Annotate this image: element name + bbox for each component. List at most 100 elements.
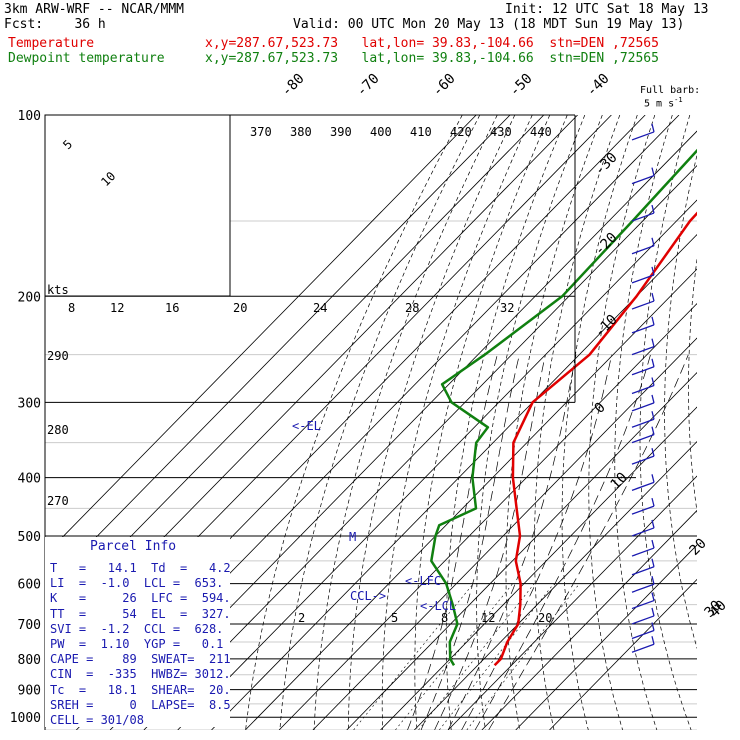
parcel-info-row: T = 14.1 Td = 4.2 — [50, 561, 231, 575]
dry-adiabat — [688, 256, 697, 514]
parcel-info-row: CIN = -335 HWBZ= 3012. — [50, 667, 231, 682]
hodograph-speed-label: 32 — [500, 301, 514, 315]
isotherm-label: -40 — [584, 71, 613, 100]
wind-barb-flag — [651, 292, 655, 302]
isotherm — [278, 302, 697, 730]
pressure-tick-label: 300 — [18, 396, 41, 411]
parcel-info-row: TT = 54 EL = 327. — [50, 606, 231, 621]
wind-barb-flag — [651, 237, 655, 246]
pressure-tick-label: 100 — [18, 109, 41, 124]
moist-adiabat — [420, 354, 520, 730]
dry-adiabat — [381, 115, 533, 730]
wind-barb — [631, 274, 655, 284]
dry-adiabat — [313, 115, 498, 730]
temperature-line — [493, 211, 697, 667]
wind-barb-flag — [651, 266, 655, 276]
wind-barb-flag — [651, 519, 655, 529]
mixing-ratio-line — [439, 583, 555, 730]
dry-adiabat — [664, 153, 697, 650]
mixing-ratio-line — [395, 583, 513, 730]
init-time: Init: 12 UTC Sat 18 May 13 — [505, 2, 709, 17]
moist-adiabat — [461, 354, 613, 730]
wind-barb — [631, 434, 655, 444]
mixing-ratio-label: 5 — [391, 611, 398, 625]
level-annotation: M — [349, 530, 356, 544]
wind-barb — [631, 527, 655, 537]
isotherm-label: 20 — [687, 536, 710, 559]
mixing-ratio-line — [418, 583, 535, 730]
dry-adiabat — [476, 115, 586, 730]
dry-adiabat-label: 430 — [490, 125, 512, 139]
dry-adiabat-label: 370 — [250, 125, 272, 139]
isotherm — [45, 115, 477, 556]
mixing-ratio-line — [353, 583, 474, 730]
wind-barb — [631, 583, 655, 593]
isotherm — [45, 115, 545, 625]
wind-barb-flag — [651, 411, 655, 420]
wind-barb — [631, 599, 655, 610]
wind-barb-flag — [651, 497, 655, 507]
wind-barb — [631, 418, 655, 428]
parcel-info-title: Parcel Info — [90, 539, 177, 554]
dry-adiabat — [588, 115, 656, 730]
wind-barb-flag — [651, 394, 655, 404]
dry-adiabat — [445, 115, 568, 730]
dry-adiabat-label: 400 — [370, 125, 392, 139]
dry-adiabat — [348, 115, 516, 730]
wind-barb-flag — [651, 607, 655, 617]
dry-adiabat — [279, 115, 481, 730]
level-annotation: <-EL — [292, 419, 321, 433]
parcel-info-row: Tc = 18.1 SHEAR= 20. — [50, 682, 231, 697]
wind-barb-flag — [651, 448, 655, 457]
wind-barb-flag — [651, 377, 655, 386]
mixing-ratio-label: 20 — [538, 611, 552, 625]
dry-adiabat — [712, 115, 740, 730]
isotherm-label: -10 — [592, 312, 621, 341]
wind-barb-flag — [651, 622, 655, 631]
isotherm-label: -60 — [430, 71, 459, 100]
isotherm-label: 10 — [608, 470, 631, 493]
wind-barb — [631, 245, 655, 255]
wind-barb — [631, 615, 655, 625]
wind-barb-flag — [651, 123, 655, 133]
mixing-ratio-label: 8 — [441, 611, 448, 625]
wind-barb — [631, 366, 655, 376]
dry-adiabat-label: 420 — [450, 125, 472, 139]
dry-adiabat-label: 390 — [330, 125, 352, 139]
temperature-legend-info: x,y=287.67,523.73 lat,lon= 39.83,-104.66… — [205, 36, 659, 51]
parcel-info-row: SREH = 0 LAPSE= 8.5 — [50, 697, 231, 712]
isotherm — [447, 475, 697, 730]
dry-adiabat — [505, 115, 603, 730]
wind-barb — [631, 643, 655, 653]
moist-adiabat — [407, 354, 498, 730]
model-title: 3km ARW-WRF -- NCAR/MMM — [4, 2, 185, 17]
dry-adiabat-label: 280 — [47, 423, 69, 437]
isotherm-label: -80 — [279, 71, 308, 100]
dry-adiabat-label: 290 — [47, 349, 69, 363]
wind-barb-flag — [651, 426, 655, 435]
dry-adiabat — [414, 115, 551, 730]
valid-time: Valid: 00 UTC Mon 20 May 13 (18 MDT Sun … — [293, 17, 685, 32]
isotherm-label: -70 — [354, 71, 383, 100]
hodograph-speed-label: 28 — [405, 301, 419, 315]
moist-adiabat — [447, 354, 577, 730]
isotherm — [380, 406, 697, 730]
level-annotation: CCL-> — [350, 589, 386, 603]
dewpoint-line — [430, 148, 697, 666]
dewpoint-legend-label: Dewpoint temperature — [8, 51, 165, 66]
parcel-info-row: PW = 1.10 YGP = 0.1 — [50, 637, 224, 651]
pressure-tick-label: 600 — [18, 578, 41, 593]
pressure-tick-label: 700 — [18, 618, 41, 633]
wind-barb — [631, 455, 655, 465]
wind-legend-speed: 5 m s — [644, 98, 675, 110]
dry-adiabat — [639, 115, 692, 730]
isotherm-label: -50 — [507, 71, 536, 100]
forecast-hour: Fcst: 36 h — [4, 17, 106, 32]
parcel-info-row: CAPE = 89 SWEAT= 211 — [50, 652, 231, 667]
wind-barb — [631, 547, 655, 557]
wind-barb-flag — [651, 474, 655, 483]
level-annotation: <-LFC — [405, 574, 441, 588]
pressure-tick-label: 400 — [18, 472, 41, 487]
isotherm — [414, 440, 697, 730]
dry-adiabat — [561, 115, 638, 730]
